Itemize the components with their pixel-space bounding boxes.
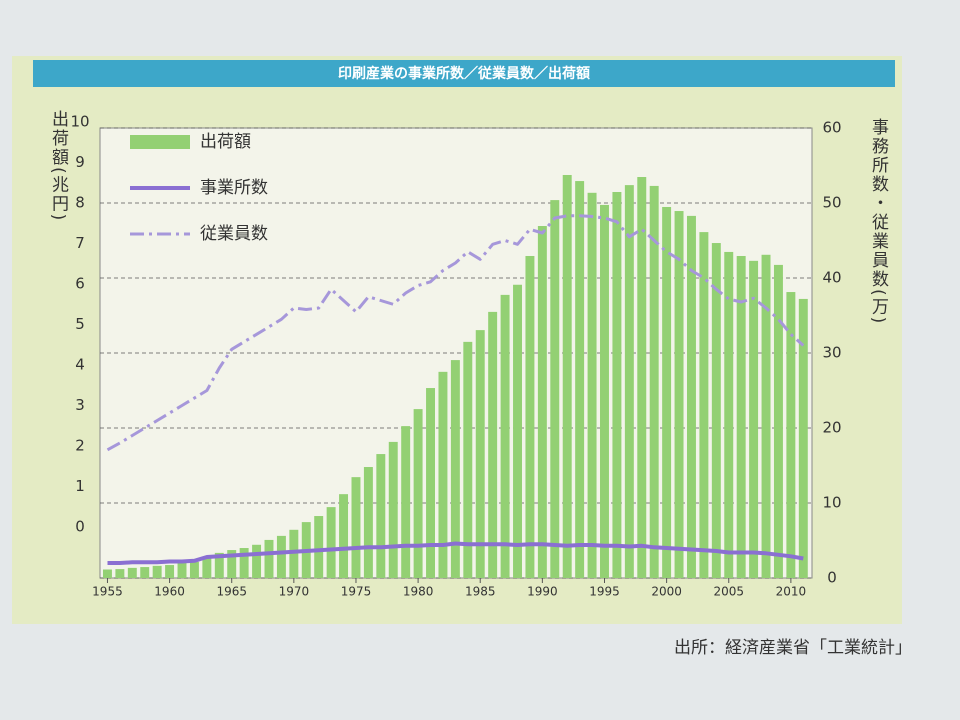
bar [214,552,224,578]
bar [363,467,373,578]
bar [140,567,150,578]
legend-label: 従業員数 [200,224,268,244]
bar [724,251,734,579]
bar [488,311,498,578]
bar [127,567,137,578]
bar [202,558,212,578]
bar [699,232,709,579]
bar [600,204,609,578]
bar [413,409,423,578]
y2-tick-label: 20 [822,419,841,437]
bar [438,371,448,578]
y2-axis-label: 事務所数・従業員数(万) [868,118,889,325]
title-banner [33,60,895,87]
bar [637,177,647,579]
bar [227,550,237,578]
bar [426,388,436,578]
x-tick-label: 1990 [527,585,558,599]
bar [152,565,162,578]
bar [388,441,398,578]
chart-title: 印刷産業の事業所数／従業員数／出荷額 [338,65,590,82]
y-tick-label: 9 [75,153,85,171]
bar [376,454,386,578]
y2-tick-label: 40 [822,269,841,287]
bar [239,548,249,578]
bar [662,206,672,578]
legend-label: 出荷額 [200,132,251,152]
bar [351,477,361,578]
y-tick-label: 6 [75,274,85,292]
bar [102,569,112,578]
bar [475,330,485,578]
bar [177,563,187,578]
bar [575,181,585,578]
bar [189,561,199,578]
bar [624,185,634,578]
bar [798,298,808,578]
bar [773,264,783,578]
bar [550,200,560,578]
bar [525,255,535,578]
bar [786,292,796,578]
y2-tick-label: 50 [822,194,841,212]
y-tick-label: 2 [75,436,85,454]
y-tick-label: 5 [75,315,85,333]
line [107,541,804,565]
bar [463,341,473,578]
y-tick-label: 7 [75,234,85,252]
y2-tick-label: 30 [822,344,841,362]
y2-tick-label: 0 [827,569,837,587]
x-tick-label: 2010 [776,585,807,599]
x-tick-label: 1955 [92,585,123,599]
bar [674,211,684,578]
legend-label: 事業所数 [200,178,268,198]
x-tick-label: 1985 [465,585,496,599]
bar [562,174,572,579]
bar [500,294,510,578]
bar [252,544,262,578]
bar [326,507,336,578]
y-tick-label: 1 [75,477,85,495]
bar [339,494,349,578]
bar [513,284,522,578]
bar [612,191,622,578]
x-tick-label: 1970 [279,585,310,599]
bar [276,535,286,578]
bar [749,260,759,578]
y-tick-label: 10 [70,112,89,130]
bar [115,569,125,578]
bar [264,539,274,578]
bar [165,565,175,578]
y-tick-label: 4 [75,355,85,373]
y-tick-label: 0 [75,517,85,535]
bar [736,255,746,578]
y2-tick-label: 60 [822,119,841,137]
bar [289,529,299,578]
x-tick-label: 2000 [651,585,682,599]
bar [314,516,324,578]
x-tick-label: 1995 [589,585,620,599]
x-tick-label: 1980 [403,585,434,599]
y-tick-label: 8 [75,193,85,211]
legend-swatch [130,135,190,149]
x-tick-label: 1965 [216,585,247,599]
bar [686,215,696,578]
bar [587,192,597,578]
y-axis-label: 出荷額(兆円) [48,110,69,222]
y-tick-label: 3 [75,396,85,414]
bar [450,360,460,578]
bar [649,185,659,579]
bar [401,426,411,578]
line [106,214,805,452]
source-note: 出所：経済産業省「工業統計」 [674,638,912,658]
x-tick-label: 1960 [154,585,185,599]
y2-tick-label: 10 [822,494,841,512]
bar [537,226,547,578]
bar [761,254,771,578]
bar [711,243,721,579]
x-tick-label: 1975 [341,585,372,599]
x-tick-label: 2005 [713,585,744,599]
